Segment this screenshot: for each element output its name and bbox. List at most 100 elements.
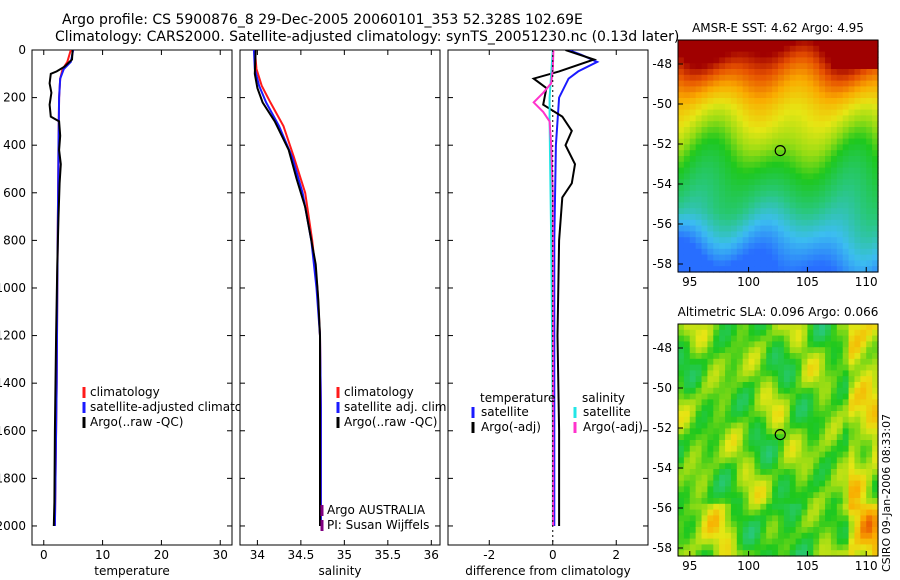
sla-heatmap-cell [707,370,714,377]
sst-heatmap-cell [725,132,732,140]
sst-heatmap-cell [713,260,720,267]
sst-heatmap-cell [807,167,814,174]
sla-heatmap-cell [842,382,850,389]
sst-heatmap-cell [725,248,732,256]
sla-heatmap-cell [736,498,744,505]
sla-heatmap-cell [848,353,856,360]
sst-heatmap-cell [742,260,750,267]
temperature-series-argo-raw-qc- [48,50,74,527]
sst-heatmap-cell [754,138,761,145]
sst-heatmap-cell [872,219,879,227]
sla-heatmap-cell [760,515,767,522]
sla-heatmap-cell [789,324,797,331]
sla-heatmap-cell [772,405,779,412]
sla-heatmap-cell [719,544,726,551]
sla-heatmap-cell [854,480,861,487]
sst-heatmap-cell [825,92,832,99]
sla-heatmap-cell [754,399,761,406]
sla-heatmap-cell [830,474,838,482]
sst-heatmap-cell [795,57,803,64]
sla-heatmap-cell [813,387,820,395]
sst-heatmap-cell [795,74,803,82]
sla-heatmap-cell [860,428,867,435]
sla-heatmap-cell [789,335,797,342]
sla-heatmap-cell [836,428,844,435]
sst-heatmap-cell [695,121,703,128]
sst-heatmap-cell [736,208,744,215]
sla-heatmap-cell [766,451,773,458]
sst-heatmap-cell [866,57,873,64]
sst-heatmap-cell [836,214,844,221]
sst-heatmap-cell [678,86,685,93]
sla-heatmap-cell [830,382,838,389]
sst-heatmap-cell [695,132,703,140]
sla-heatmap-cell [748,515,756,522]
sla-heatmap-cell [848,382,856,389]
sst-heatmap-cell [707,173,714,180]
sla-heatmap-cell [719,527,726,534]
sst-heatmap-cell [842,115,850,122]
sla-heatmap-cell [689,329,697,337]
sla-heatmap-cell [848,509,856,516]
sst-heatmap-cell [830,231,838,238]
sla-heatmap-cell [807,324,814,331]
sla-heatmap-cell [742,550,750,557]
sla-heatmap-cell [754,445,761,453]
sla-heatmap-cell [772,550,779,557]
sla-heatmap-cell [689,509,697,516]
sla-heatmap-cell [748,399,756,406]
sla-heatmap-cell [842,341,850,348]
sst-heatmap-cell [707,248,714,256]
sst-heatmap-cell [748,144,756,151]
sla-heatmap-cell [701,463,709,470]
sla-heatmap-cell [854,387,861,395]
sla-heatmap-cell [713,347,720,354]
sla-heatmap-cell [836,405,844,412]
sst-heatmap-cell [795,51,803,58]
sla-heatmap-cell [813,521,820,528]
sla-heatmap-cell [795,544,803,551]
sla-heatmap-cell [736,341,744,348]
sst-heatmap-cell [830,51,838,58]
sst-heatmap-cell [713,254,720,261]
sst-heatmap-cell [713,156,720,163]
sla-heatmap-cell [730,335,738,342]
sst-heatmap-cell [766,98,773,105]
sla-heatmap-cell [707,521,714,528]
sla-heatmap-cell [783,411,791,418]
sla-heatmap-cell [736,445,744,453]
sst-heatmap-cell [707,254,714,261]
sla-heatmap-cell [719,498,726,505]
sst-heatmap-cell [689,208,697,215]
sla-heatmap-cell [860,503,867,511]
difference-series-temperature-argo-adj- [531,50,598,526]
sla-heatmap-cell [766,428,773,435]
sla-heatmap-cell [748,353,756,360]
sla-heatmap-cell [707,544,714,551]
sst-heatmap-cell [695,63,703,70]
sst-heatmap-cell [772,86,779,93]
sla-heatmap-cell [789,509,797,516]
sst-heatmap-cell [678,51,685,58]
sst-heatmap-cell [707,260,714,267]
sst-heatmap-cell [689,254,697,261]
sst-heatmap-cell [789,103,797,111]
sst-heatmap-cell [866,156,873,163]
sst-heatmap-cell [760,173,767,180]
sla-heatmap-cell [766,480,773,487]
sla-heatmap-cell [701,440,709,447]
sla-heatmap-cell [754,347,761,354]
sst-heatmap-cell [742,167,750,174]
sla-heatmap-cell [701,376,709,383]
sla-heatmap-cell [813,480,820,487]
sla-heatmap-cell [678,498,685,505]
sla-heatmap-cell [719,370,726,377]
sla-heatmap-cell [848,370,856,377]
sla-heatmap-cell [866,521,873,528]
sst-heatmap-cell [689,109,697,116]
sst-heatmap-cell [813,214,820,221]
sst-heatmap-cell [701,86,709,93]
sst-heatmap-cell [713,63,720,70]
sla-heatmap-cell [760,411,767,418]
sst-heatmap-cell [736,190,744,198]
